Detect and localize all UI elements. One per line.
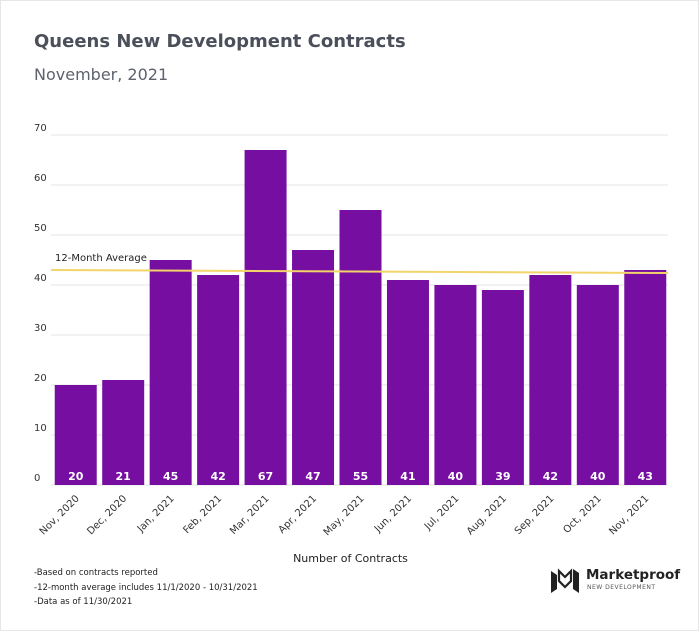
data-label: 21 [116,470,131,483]
chart-subtitle: November, 2021 [34,65,169,84]
average-line-label: 12-Month Average [55,253,147,264]
data-label: 40 [448,470,464,483]
bar [434,285,477,485]
data-label: 42 [543,470,558,483]
data-label: 42 [210,470,225,483]
data-label: 40 [590,470,606,483]
x-tick-label: Jan, 2021 [135,493,177,535]
x-tick-label: Nov, 2021 [607,493,651,537]
bar [339,210,382,485]
bar [102,380,145,485]
x-tick-label: Sep, 2021 [513,493,557,537]
x-tick-label: Jun, 2021 [372,493,414,535]
x-tick-label: Jul, 2021 [422,493,462,533]
x-tick-label: Mar, 2021 [228,493,272,537]
x-tick-label: Aug, 2021 [465,493,509,537]
bar [624,270,667,485]
data-label: 20 [68,470,84,483]
bar [386,280,429,485]
data-label: 39 [495,470,510,483]
y-tick-label: 10 [34,423,47,434]
data-label: 67 [258,470,273,483]
average-line [50,269,669,274]
x-tick-label: Apr, 2021 [277,493,320,536]
footnote: -Based on contracts reported [34,568,158,578]
bar [149,260,192,485]
data-label: 55 [353,470,368,483]
x-tick-label: Feb, 2021 [181,493,224,536]
y-tick-label: 60 [34,173,47,184]
x-tick-label: Nov, 2020 [38,493,82,537]
x-tick-label: Dec, 2020 [85,493,129,537]
y-tick-label: 0 [34,473,40,484]
y-tick-label: 20 [34,373,47,384]
data-label: 47 [305,470,320,483]
footnote: -12-month average includes 11/1/2020 - 1… [34,582,258,593]
data-label: 41 [400,470,415,483]
bar [197,275,240,485]
footnote: -Data as of 11/30/2021 [34,597,133,607]
bar [481,290,524,485]
footnotes: -Based on contracts reported -12-month a… [34,566,258,610]
marketproof-logo: Marketproof NEW DEVELOPMENT [549,567,681,595]
bar [292,250,335,485]
logo-name: Marketproof [586,567,681,583]
bar [54,385,97,485]
y-tick-label: 50 [34,223,47,234]
x-tick-label: Oct, 2021 [561,493,604,536]
bar [576,285,619,485]
logo-tagline: NEW DEVELOPMENT [587,584,656,591]
y-tick-label: 40 [34,273,47,284]
chart-title: Queens New Development Contracts [34,31,406,52]
data-label: 43 [638,470,653,483]
bar [244,150,287,485]
marketproof-logo-icon [551,568,579,593]
x-tick-label: May, 2021 [322,493,367,538]
x-axis-label: Number of Contracts [293,552,408,565]
data-label: 45 [163,470,178,483]
y-tick-label: 30 [34,323,47,334]
bar [529,275,572,485]
y-tick-label: 70 [34,123,47,134]
